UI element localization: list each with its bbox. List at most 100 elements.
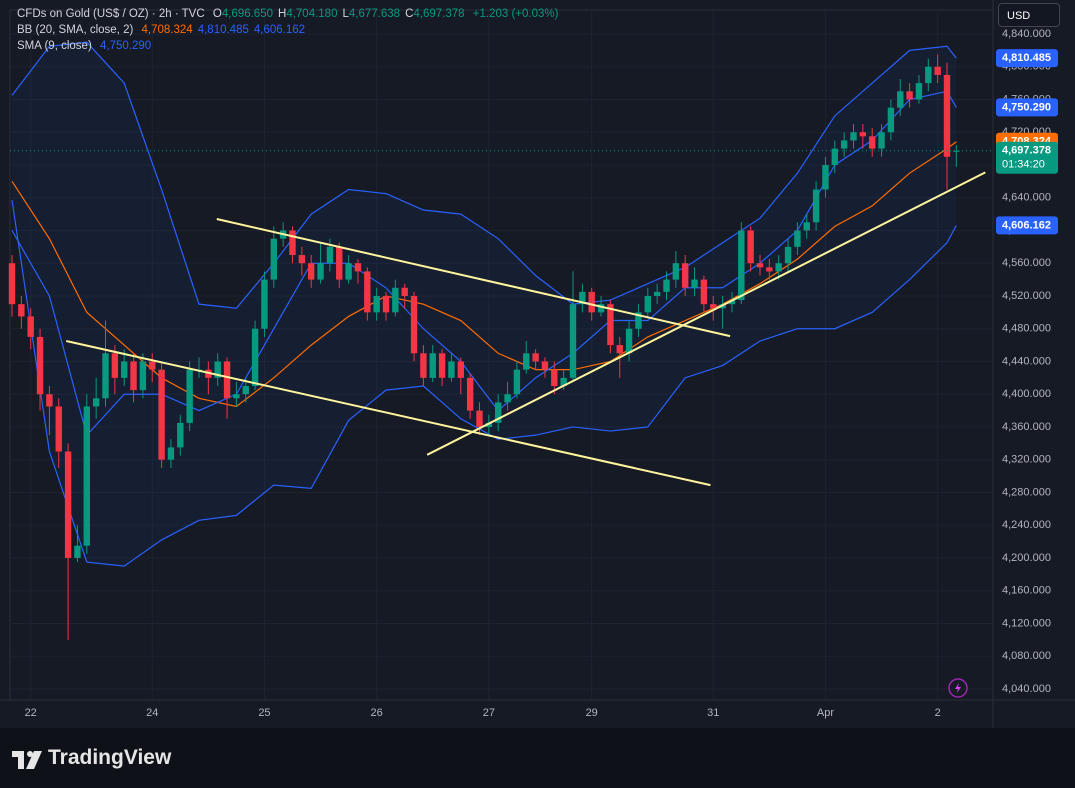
candle-body (504, 394, 511, 403)
candle-body (317, 263, 324, 280)
candle-body (83, 406, 90, 546)
trendline (426, 171, 986, 456)
indicator-values: 4,708.324 4,810.485 4,606.162 (137, 24, 306, 36)
price-badge (996, 98, 1058, 117)
candle-body (541, 361, 549, 370)
candle-body (92, 398, 100, 407)
candle-body (64, 451, 72, 558)
candle-body (887, 107, 895, 133)
candle-body (766, 267, 773, 272)
candle-body (223, 361, 231, 399)
logo-part (12, 751, 24, 769)
candle-body (569, 304, 577, 378)
candle-body (616, 345, 623, 354)
x-tick-label: Apr (817, 707, 834, 719)
candle-body (354, 263, 362, 272)
candle-body (261, 279, 268, 329)
candle-body (934, 66, 941, 75)
candle-body (897, 91, 904, 108)
logo-part (26, 751, 42, 769)
ohlc-key: C (405, 8, 414, 20)
candle-body (336, 246, 343, 280)
candle-body (177, 422, 184, 448)
candle-body (915, 83, 923, 100)
footer: TradingView (0, 728, 1075, 788)
y-tick-label: 4,440.000 (1002, 355, 1051, 367)
indicator-value: 4,708.324 (141, 24, 193, 36)
x-tick-label: 29 (586, 707, 598, 719)
icon-circle (948, 678, 968, 698)
indicator-value: 4,810.485 (197, 24, 249, 36)
candle-body (840, 140, 848, 149)
price-badge-label: 4,810.485 (1002, 52, 1051, 64)
candle-body (822, 164, 829, 190)
candle-body (803, 222, 810, 231)
chart-panel: 4,040.000 4,080.000 4,120.000 4,160.000 4,20… (0, 0, 1075, 728)
band-fill (12, 42, 957, 567)
candle-body (775, 263, 782, 272)
candle-body (214, 361, 221, 378)
symbol-title: CFDs on Gold (US$ / OZ) · 2h · TVC (17, 8, 205, 20)
candle-body (682, 263, 689, 288)
candle-body (392, 287, 399, 313)
candle-body (644, 295, 651, 313)
x-tick-label: 25 (258, 707, 270, 719)
legend-row: CFDs on Gold (US$ / OZ) · 2h · TVC O4,69… (17, 6, 558, 22)
candle-body (8, 263, 16, 305)
candle-body (635, 312, 642, 329)
price-badge (996, 216, 1058, 235)
candle-body (588, 291, 595, 313)
y-tick-label: 4,160.000 (1002, 585, 1051, 597)
y-tick-label: 4,080.000 (1002, 650, 1051, 662)
y-tick-label: 4,120.000 (1002, 617, 1051, 629)
candle-body (747, 230, 754, 264)
candle-body (420, 353, 427, 378)
candle-layer (8, 54, 960, 640)
axis-layer: 4,040.000 4,080.000 4,120.000 4,160.000 4,20… (25, 28, 1058, 719)
candle-body (448, 361, 455, 378)
candle-body (672, 263, 680, 280)
price-badge (996, 141, 1058, 174)
ohlc-key: O (212, 8, 222, 20)
candle-body (859, 132, 867, 137)
x-tick-label: 26 (371, 707, 383, 719)
y-tick-label: 4,360.000 (1002, 421, 1051, 433)
candle-body (167, 447, 175, 460)
alert-icon[interactable] (948, 678, 968, 698)
y-tick-label: 4,840.000 (1002, 28, 1051, 40)
candle-body (270, 238, 277, 280)
candle-body (523, 353, 530, 370)
price-badge-label: 4,606.162 (1002, 219, 1051, 231)
candle-body (429, 353, 436, 378)
candle-body (878, 132, 885, 149)
y-tick-label: 4,400.000 (1002, 388, 1051, 400)
ohlc-value: 4,697.378 (413, 8, 465, 20)
candle-body (943, 74, 951, 157)
currency-button[interactable]: USD (998, 3, 1060, 27)
y-tick-label: 4,560.000 (1002, 257, 1051, 269)
candle-body (373, 295, 380, 313)
y-tick-label: 4,520.000 (1002, 290, 1051, 302)
candle-body (560, 377, 567, 387)
candle-body (551, 369, 558, 387)
candle-body (121, 361, 128, 378)
indicator-line (11, 41, 957, 309)
candle-body (700, 279, 708, 305)
indicator-line (11, 141, 957, 408)
candle-body (869, 136, 876, 149)
candle-body (495, 402, 502, 423)
candle-body (289, 230, 296, 256)
candle-body (308, 263, 315, 280)
x-tick-label: 27 (483, 707, 495, 719)
ohlc-value: 4,704.180 (286, 8, 338, 20)
y-tick-label: 4,040.000 (1002, 683, 1051, 695)
trendline (216, 218, 731, 338)
trendline-layer (10, 150, 993, 487)
candle-body (111, 353, 119, 378)
x-tick-label: 31 (707, 707, 719, 719)
candle-body (158, 369, 165, 460)
candle-body (728, 300, 736, 305)
ohlc-readout: O4,696.650 H4,704.180 L4,677.638 C4,697.378 (208, 8, 465, 20)
indicator-values: 4,750.290 (95, 40, 151, 52)
x-tick-label: 24 (146, 707, 158, 719)
